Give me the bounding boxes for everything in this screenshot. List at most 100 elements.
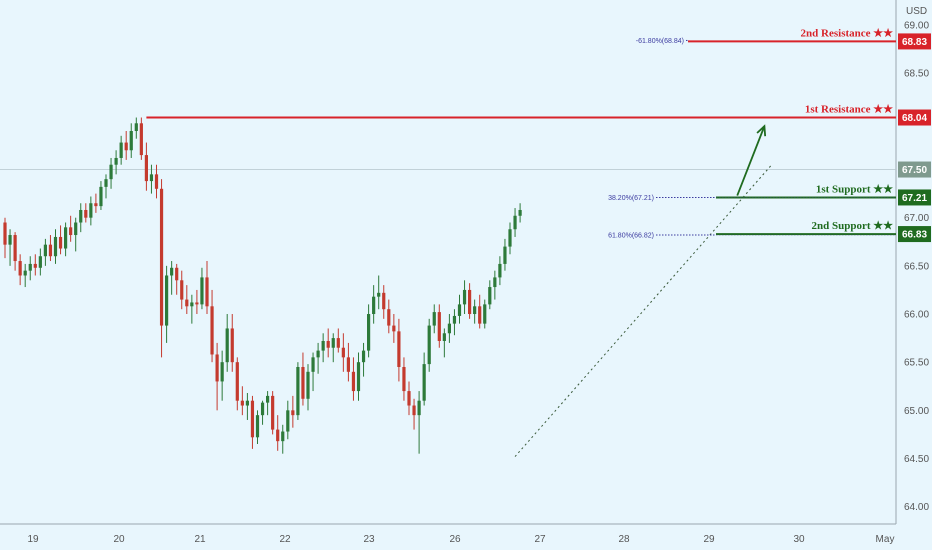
candle-body: [518, 209, 522, 216]
date-tick-label: 21: [194, 534, 206, 545]
candle-body: [33, 263, 37, 268]
price-tick-label: 65.50: [904, 358, 929, 369]
candle-body: [69, 227, 73, 236]
candle-body: [220, 362, 224, 382]
candle-body: [488, 287, 492, 305]
date-tick-label: May: [876, 534, 895, 545]
candle-body: [326, 340, 330, 348]
candle-body: [316, 350, 320, 358]
candle-body: [58, 236, 63, 249]
candle-body: [266, 395, 270, 403]
candle-body: [271, 395, 275, 430]
candle-body: [346, 357, 350, 372]
candle-body: [452, 315, 457, 324]
candle-body: [13, 235, 17, 262]
price-tick-label: 69.00: [904, 21, 929, 32]
candle-body: [276, 429, 280, 442]
candle-body: [301, 366, 305, 399]
fib-level-label: 61.80%(66.82): [608, 233, 654, 240]
candle-body: [94, 203, 98, 207]
price-tick-label: 66.00: [904, 310, 929, 321]
candle-body: [53, 236, 58, 257]
candle-body: [230, 328, 234, 363]
last-price-tag: [898, 161, 931, 178]
candle-body: [331, 338, 335, 348]
candle-body: [149, 174, 154, 182]
candle-body: [48, 244, 53, 257]
candle-body: [3, 222, 7, 245]
candle-body: [170, 267, 174, 276]
price-tick-label: 64.00: [904, 502, 929, 513]
fib-level-label: -61.80%(68.84): [636, 38, 684, 45]
currency-label: USD: [906, 6, 927, 17]
level-price-tag: [898, 226, 931, 243]
candle-body: [483, 304, 487, 324]
candle-body: [442, 333, 446, 341]
candle-body: [311, 357, 315, 372]
date-tick-label: 26: [449, 534, 461, 545]
candle-body: [321, 340, 325, 351]
candle-body: [43, 244, 47, 257]
level-label: 2nd Support ★★: [812, 220, 894, 232]
candle-body: [124, 142, 128, 151]
last-price-tag-text: 67.50: [902, 165, 927, 176]
candle-body: [462, 289, 467, 305]
candle-body: [165, 275, 169, 326]
candle-body: [493, 277, 497, 288]
date-tick-label: 19: [27, 534, 39, 545]
candle-body: [74, 222, 78, 236]
price-tick-label: 68.50: [904, 69, 929, 80]
candle-body: [351, 371, 356, 392]
candle-body: [215, 354, 219, 382]
candle-body: [255, 415, 260, 438]
candle-body: [281, 431, 285, 442]
level-price-tag: [898, 189, 931, 206]
candle-body: [84, 209, 88, 218]
price-axis-area: [896, 0, 932, 550]
level-label: 1st Resistance ★★: [805, 104, 893, 116]
price-tick-label: 64.50: [904, 454, 929, 465]
candle-body: [190, 302, 194, 307]
candle-body: [235, 362, 239, 401]
candle-body: [306, 371, 310, 399]
candle-body: [79, 209, 83, 223]
date-tick-label: 29: [703, 534, 715, 545]
candle-body: [508, 229, 512, 247]
date-tick-label: 27: [534, 534, 546, 545]
candle-body: [392, 325, 396, 332]
candle-body: [8, 235, 12, 245]
candle-body: [195, 302, 199, 305]
candle-body: [457, 304, 462, 316]
candle-body: [225, 328, 229, 363]
level-label: 2nd Resistance ★★: [801, 27, 894, 39]
candle-body: [468, 289, 472, 315]
candle-body: [134, 123, 138, 131]
candle-body: [361, 350, 366, 363]
candle-body: [427, 325, 431, 365]
level-price-tag: [898, 109, 931, 126]
candle-body: [291, 410, 295, 416]
level-price-tag-text: 67.21: [902, 193, 927, 204]
candle-body: [144, 155, 148, 182]
candle-body: [447, 323, 451, 334]
price-tick-label: 67.00: [904, 213, 929, 224]
projection-arrow-head: [756, 124, 767, 137]
candle-body: [245, 400, 249, 406]
projection-arrow-shaft: [736, 125, 766, 196]
date-tick-label: 23: [363, 534, 375, 545]
candle-body: [407, 391, 411, 406]
candle-body: [513, 215, 517, 230]
candle-body: [377, 292, 381, 297]
candle-body: [412, 405, 416, 416]
candle-body: [89, 203, 93, 218]
candle-body: [104, 179, 108, 187]
candle-body: [296, 366, 300, 416]
candle-body: [159, 188, 164, 326]
price-tick-label: 66.50: [904, 261, 929, 272]
price-tick-label: 65.00: [904, 406, 929, 417]
date-tick-label: 20: [113, 534, 125, 545]
candle-body: [109, 164, 113, 180]
